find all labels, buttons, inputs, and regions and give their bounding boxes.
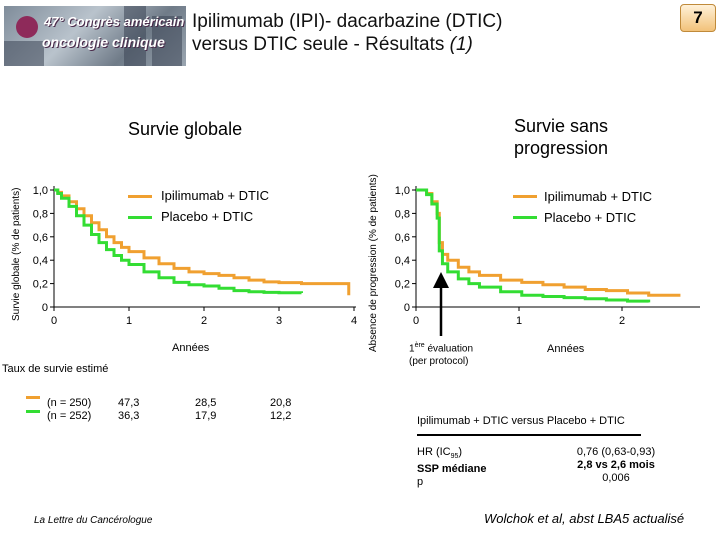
os-x-tick-label: 2 xyxy=(201,315,207,327)
pfs-legend-ipi-label: Ipilimumab + DTIC xyxy=(544,189,652,204)
os-legend-ipi-label: Ipilimumab + DTIC xyxy=(161,188,269,203)
table-n-column: (n = 250) (n = 252) xyxy=(47,397,91,423)
hr-subscript: 95 xyxy=(450,453,459,461)
os-chart: 0 0,2 0,4 0,6 0,8 1,0 0 1 2 3 4 xyxy=(33,185,357,327)
pfs-x-axis-label: Années xyxy=(547,343,585,355)
table-row-placebo-y2: 17,9 xyxy=(195,410,217,422)
building-shape xyxy=(152,16,182,66)
logo-line2: oncologie clinique xyxy=(42,34,165,50)
hr-label: HR (IC xyxy=(417,446,451,458)
os-x-tick-label: 3 xyxy=(276,315,282,327)
pfs-x-tick-label: 1 xyxy=(516,315,522,327)
os-y-tick-label: 0,2 xyxy=(33,279,48,291)
os-y-tick-label: 1,0 xyxy=(33,185,48,197)
title-reference: (1) xyxy=(449,34,473,55)
pfs-y-tick-label: 0,6 xyxy=(395,232,410,244)
os-panel-title: Survie globale xyxy=(128,119,243,139)
pfs-y-tick-label: 0 xyxy=(404,302,410,314)
os-legend-placebo-label: Placebo + DTIC xyxy=(161,209,254,224)
pfs-y-tick-label: 0,4 xyxy=(395,255,410,267)
stats-divider xyxy=(417,434,641,436)
annotation-superscript: ère xyxy=(414,342,425,349)
os-y-tick-label: 0 xyxy=(42,302,48,314)
logo-emblem-icon xyxy=(16,16,38,38)
table-row-placebo-n: (n = 252) xyxy=(47,410,92,422)
table-row-placebo-y1: 36,3 xyxy=(118,410,140,422)
table-row-ipi-y2: 28,5 xyxy=(195,397,217,409)
pfs-y-tick-label: 0,2 xyxy=(395,279,410,291)
os-y-tick-label: 0,8 xyxy=(33,208,48,220)
pfs-x-tick-label: 0 xyxy=(413,315,419,327)
stats-label-hr: HR (IC95) xyxy=(417,446,487,463)
pfs-chart: 0 0,2 0,4 0,6 0,8 1,0 0 1 2 xyxy=(395,185,700,327)
hr-label-end: ) xyxy=(458,446,463,458)
pfs-title-line2: progression xyxy=(513,138,609,158)
journal-name: La Lettre du Cancérologue xyxy=(34,515,153,526)
congress-logo: 47° Congrès américain en oncologie clini… xyxy=(4,6,186,66)
stats-value-ssp: 2,8 vs 2,6 mois xyxy=(577,459,655,471)
annotation-word: évaluation xyxy=(424,343,474,355)
table-ipi-swatch xyxy=(26,396,40,399)
stats-value-p: 0,006 xyxy=(602,472,630,484)
table-row-ipi-y3: 20,8 xyxy=(270,397,292,409)
stats-label-p: p xyxy=(417,476,424,489)
pfs-title-line1: Survie sans xyxy=(513,116,609,136)
pfs-legend-placebo-swatch xyxy=(513,216,537,219)
title-line2: versus DTIC seule - Résultats (1) xyxy=(192,33,502,56)
table-year2-column: 28,5 17,9 xyxy=(195,397,216,423)
annotation-line1: 1ère évaluation xyxy=(409,339,473,355)
os-x-tick-label: 0 xyxy=(51,315,57,327)
survival-table-title: Taux de survie estimé xyxy=(2,363,109,375)
slide-title: Ipilimumab (IPI)- dacarbazine (DTIC) ver… xyxy=(192,10,502,56)
building-shape xyxy=(124,6,146,66)
table-row-ipi-n: (n = 250) xyxy=(47,397,92,409)
pfs-series-placebo-line xyxy=(416,188,651,303)
title-line1: Ipilimumab (IPI)- dacarbazine (DTIC) xyxy=(192,11,503,32)
arrow-head-icon xyxy=(433,272,449,288)
first-evaluation-arrow xyxy=(433,272,449,336)
annotation-line2: (per protocol) xyxy=(409,356,469,368)
table-row-placebo-y3: 12,2 xyxy=(270,410,292,422)
os-series-placebo-line xyxy=(54,188,303,295)
os-y-tick-label: 0,6 xyxy=(33,232,48,244)
os-x-axis-label: Années xyxy=(172,342,210,354)
first-evaluation-annotation: 1ère évaluation (per protocol) xyxy=(409,339,473,368)
stats-labels: HR (IC95) SSP médiane p xyxy=(417,446,487,489)
os-y-tick-label: 0,4 xyxy=(33,255,48,267)
pfs-x-tick-label: 2 xyxy=(619,315,625,327)
table-row-ipi-y1: 47,3 xyxy=(118,397,140,409)
logo-line1: 47° Congrès américain en xyxy=(44,14,186,29)
stats-value-hr: 0,76 (0,63-0,93) xyxy=(576,446,656,458)
pfs-y-tick-label: 0,8 xyxy=(395,208,410,220)
os-legend-placebo-swatch xyxy=(128,216,152,219)
pfs-legend-placebo-label: Placebo + DTIC xyxy=(544,210,637,225)
title-line2-text: versus DTIC seule - Résultats xyxy=(192,34,450,55)
source-citation: Wolchok et al, abst LBA5 actualisé xyxy=(484,511,685,526)
building-shape xyxy=(4,41,44,66)
pfs-panel-title: Survie sans progression xyxy=(501,115,621,159)
page-number-badge: 7 xyxy=(680,4,716,32)
pfs-series-ipi-line xyxy=(416,188,681,297)
stats-heading: Ipilimumab + DTIC versus Placebo + DTIC xyxy=(417,415,625,427)
table-placebo-swatch xyxy=(26,410,40,413)
pfs-legend-ipi-swatch xyxy=(513,195,537,198)
pfs-y-tick-label: 1,0 xyxy=(395,185,410,197)
os-x-tick-label: 1 xyxy=(126,315,132,327)
os-legend-ipi-swatch xyxy=(128,195,152,198)
os-x-tick-label: 4 xyxy=(351,315,357,327)
table-year1-column: 47,3 36,3 xyxy=(118,397,139,423)
annotation-number: 1 xyxy=(409,343,415,355)
stats-values: 0,76 (0,63-0,93) 2,8 vs 2,6 mois 0,006 xyxy=(561,446,671,485)
table-year3-column: 20,8 12,2 xyxy=(270,397,291,423)
stats-label-ssp: SSP médiane xyxy=(417,463,487,476)
